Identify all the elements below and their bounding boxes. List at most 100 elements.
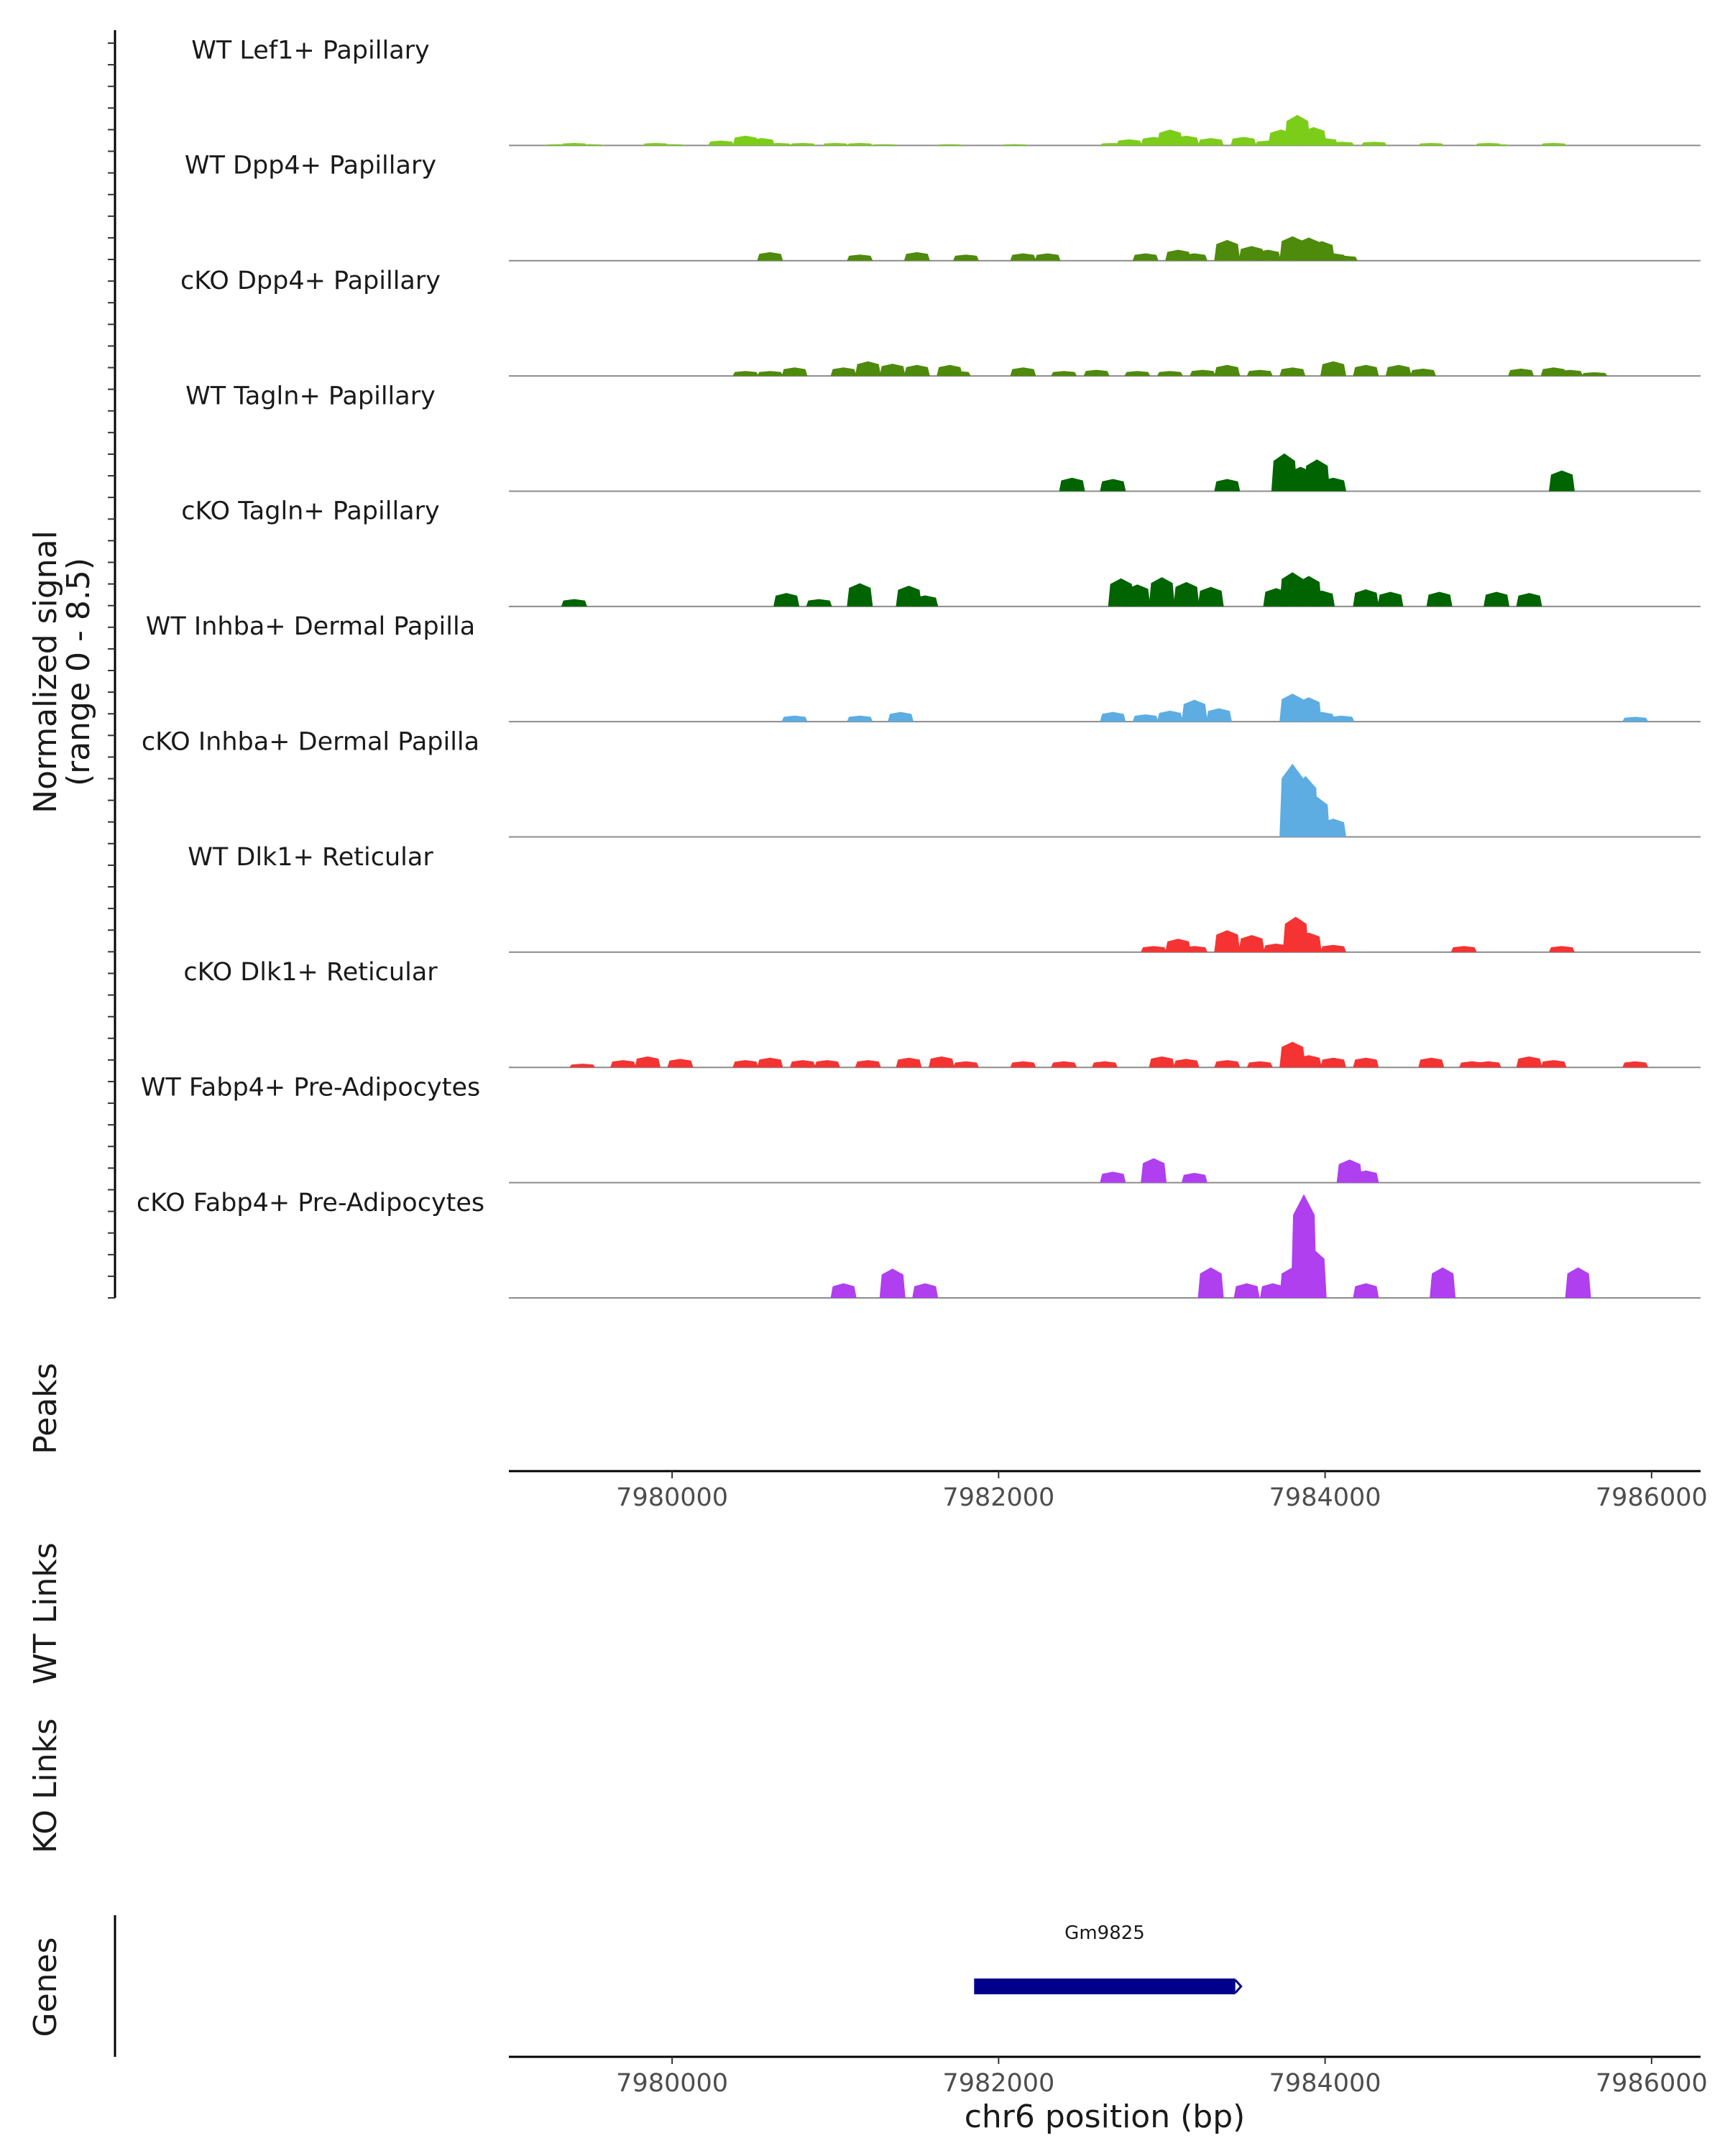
coverage-peak bbox=[1100, 1171, 1126, 1183]
coverage-peak bbox=[1124, 584, 1151, 607]
coverage-peak bbox=[952, 254, 979, 261]
coverage-peak bbox=[1548, 470, 1575, 492]
coverage-peak bbox=[1116, 139, 1143, 146]
coverage-peak bbox=[1353, 589, 1379, 607]
gene-body bbox=[974, 1978, 1236, 1994]
gene-annotations: Gm9825 bbox=[974, 1922, 1243, 1994]
coverage-peak bbox=[1132, 714, 1159, 722]
coverage-peak bbox=[912, 595, 939, 607]
coverage-peak bbox=[1233, 1283, 1260, 1298]
coverage-peak bbox=[1100, 711, 1126, 722]
coverage-peak bbox=[855, 361, 881, 377]
coverage-peak bbox=[1622, 717, 1649, 722]
coverage-peak bbox=[1263, 944, 1289, 952]
coverage-peak bbox=[1622, 1061, 1649, 1068]
coverage-peak bbox=[1181, 699, 1208, 722]
coverage-peak bbox=[1353, 1170, 1379, 1183]
coverage-peak bbox=[1328, 715, 1355, 722]
coverage-peak bbox=[879, 1268, 906, 1298]
track-label: WT Dlk1+ Reticular bbox=[188, 843, 433, 872]
coverage-peak bbox=[667, 1059, 694, 1068]
coverage-peak bbox=[1426, 591, 1453, 607]
coverage-peak bbox=[1320, 477, 1346, 492]
coverage-peak bbox=[1002, 144, 1029, 146]
coverage-peak bbox=[896, 1057, 922, 1068]
coverage-peak bbox=[1100, 479, 1126, 492]
coverage-peak bbox=[1484, 144, 1510, 146]
coverage-peak bbox=[1353, 1057, 1379, 1068]
coverage-peak bbox=[1320, 1057, 1346, 1068]
peaks-panel-title: Peaks bbox=[27, 1363, 64, 1454]
coverage-peak bbox=[1010, 367, 1036, 377]
coverage-peak bbox=[1331, 255, 1358, 261]
track-label: cKO Dpp4+ Papillary bbox=[180, 267, 441, 295]
coverage-peak bbox=[928, 1056, 954, 1068]
coverage-peak bbox=[1418, 1057, 1445, 1068]
coverage-peak bbox=[569, 1064, 596, 1068]
coverage-peak bbox=[903, 252, 930, 261]
coverage-peak bbox=[912, 1283, 939, 1298]
x-axis-bottom: 7980000 7982000 7984000 7986000 bbox=[509, 2055, 1708, 2098]
track-label: cKO Dlk1+ Reticular bbox=[183, 958, 438, 987]
track: cKO Tagln+ Papillary bbox=[181, 497, 1701, 607]
coverage-peak bbox=[1238, 935, 1265, 952]
coverage-peak bbox=[1141, 946, 1167, 952]
coverage-peak bbox=[1132, 253, 1159, 261]
coverage-peak bbox=[1353, 364, 1379, 377]
track: WT Dlk1+ Reticular bbox=[188, 843, 1701, 953]
coverage-peak bbox=[561, 599, 587, 607]
coverage-peak bbox=[1173, 581, 1200, 607]
coverage-peak bbox=[781, 715, 808, 722]
coverage-peak bbox=[952, 1061, 979, 1068]
coverage-peak bbox=[1320, 944, 1346, 952]
signal-y-axis bbox=[108, 30, 116, 1299]
coverage-peak bbox=[1295, 1055, 1322, 1068]
coverage-peak bbox=[1450, 946, 1477, 952]
coverage-peak bbox=[1092, 1061, 1118, 1068]
coverage-peak bbox=[871, 144, 898, 146]
coverage-peak bbox=[635, 1056, 661, 1068]
coverage-peak bbox=[1385, 364, 1412, 377]
coverage-peak bbox=[1010, 1061, 1036, 1068]
coverage-peak bbox=[1475, 1061, 1501, 1068]
coverage-peak bbox=[1300, 1249, 1327, 1298]
coverage-peak bbox=[1230, 137, 1257, 146]
coverage-peak bbox=[847, 715, 873, 722]
coverage-peak bbox=[1361, 142, 1387, 146]
coverage-peak bbox=[765, 142, 791, 146]
ko-links-panel-title: KO Links bbox=[27, 1718, 64, 1853]
coverage-peak bbox=[1034, 253, 1061, 261]
track-label: cKO Fabp4+ Pre-Adipocytes bbox=[137, 1189, 484, 1217]
coverage-peak bbox=[610, 1060, 636, 1068]
coverage-peak bbox=[1309, 711, 1335, 722]
coverage-peak bbox=[1205, 708, 1232, 722]
coverage-peak bbox=[1557, 369, 1583, 377]
track-label: WT Inhba+ Dermal Papilla bbox=[146, 612, 475, 641]
coverage-peak bbox=[1181, 253, 1208, 261]
coverage-peak bbox=[1508, 368, 1535, 377]
coverage-peak bbox=[757, 1057, 783, 1068]
coverage-peak bbox=[1565, 1267, 1591, 1298]
x-axis-bottom-tick-label: 7986000 bbox=[1596, 2069, 1708, 2098]
coverage-peak bbox=[1141, 1158, 1167, 1183]
track: WT Tagln+ Papillary bbox=[185, 382, 1701, 492]
x-axis-bottom-tick-label: 7980000 bbox=[616, 2069, 728, 2098]
track-label: WT Dpp4+ Papillary bbox=[185, 152, 436, 180]
coverage-peak bbox=[847, 142, 873, 146]
coverage-peak bbox=[1320, 361, 1346, 377]
coverage-peak bbox=[1516, 1056, 1542, 1068]
genes-panel-title: Genes bbox=[27, 1937, 64, 2037]
coverage-peak bbox=[822, 142, 849, 146]
coverage-peak bbox=[1149, 577, 1175, 607]
x-axis-top-tick-label: 7982000 bbox=[942, 1483, 1054, 1512]
x-axis-bottom-tick-label: 7984000 bbox=[1269, 2069, 1381, 2098]
coverage-peak bbox=[1010, 253, 1036, 261]
coverage-peak bbox=[1051, 1061, 1077, 1068]
coverage-peak bbox=[732, 371, 759, 377]
coverage-peak bbox=[757, 252, 783, 261]
coverage-peak bbox=[1377, 591, 1404, 607]
coverage-peak bbox=[1124, 371, 1151, 377]
track: cKO Dlk1+ Reticular bbox=[183, 958, 1701, 1069]
coverage-peak bbox=[781, 367, 808, 377]
